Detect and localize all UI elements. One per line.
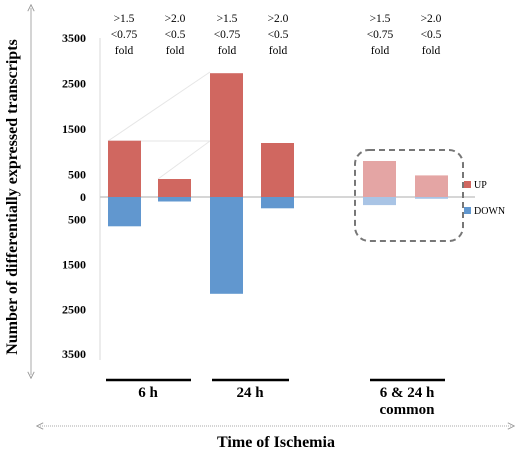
- bar-down: [108, 197, 141, 227]
- y-tick-label: 0: [80, 190, 86, 204]
- x-axis-title: Time of Ischemia: [217, 434, 335, 451]
- y-tick-label: 1500: [62, 257, 86, 271]
- threshold-label: fold: [422, 45, 441, 57]
- bar-up: [261, 143, 294, 197]
- threshold-label: fold: [269, 45, 288, 57]
- connector-line: [157, 140, 211, 180]
- group-label-common: 6 & 24 h: [380, 385, 435, 401]
- bar-down: [415, 197, 448, 199]
- threshold-label: >1.5: [217, 13, 238, 25]
- bar-up: [108, 140, 141, 197]
- y-tick-label: 3500: [62, 347, 86, 361]
- legend-label-up: UP: [474, 180, 487, 191]
- legend-swatch-down: [464, 207, 471, 214]
- threshold-label: fold: [115, 45, 134, 57]
- y-tick-label: 3500: [62, 31, 86, 45]
- bar-up: [415, 175, 448, 197]
- threshold-label: >1.5: [370, 13, 391, 25]
- bar-down: [158, 197, 191, 202]
- threshold-label: fold: [166, 45, 185, 57]
- threshold-label: <0.75: [111, 29, 138, 41]
- legend-label-down: DOWN: [474, 206, 505, 217]
- threshold-label: <0.75: [214, 29, 241, 41]
- threshold-label: >1.5: [114, 13, 135, 25]
- bar-up: [363, 161, 396, 197]
- threshold-label: >2.0: [421, 13, 442, 25]
- common-highlight-box: [354, 149, 464, 242]
- threshold-label: <0.5: [165, 29, 186, 41]
- bar-down: [363, 197, 396, 206]
- threshold-label: <0.5: [268, 29, 289, 41]
- threshold-label: <0.5: [421, 29, 442, 41]
- threshold-label: >2.0: [268, 13, 289, 25]
- y-tick-label: 500: [68, 212, 86, 226]
- legend-swatch-up: [464, 181, 471, 188]
- y-tick-label: 2500: [62, 76, 86, 90]
- bar-down: [261, 197, 294, 209]
- bar-down: [210, 197, 243, 294]
- threshold-label: fold: [371, 45, 390, 57]
- threshold-label: >2.0: [165, 13, 186, 25]
- bar-up: [158, 179, 191, 197]
- group-label-24h: 24 h: [236, 385, 264, 401]
- bar-up: [210, 73, 243, 197]
- group-label-common-line2: common: [380, 402, 436, 418]
- y-tick-label: 1500: [62, 122, 86, 136]
- group-label-6h: 6 h: [138, 385, 158, 401]
- threshold-label: <0.75: [367, 29, 394, 41]
- y-axis-title: Number of differentially expressed trans…: [4, 39, 21, 355]
- y-tick-label: 2500: [62, 302, 86, 316]
- connector-line: [107, 71, 211, 142]
- y-tick-label: 500: [68, 167, 86, 181]
- threshold-label: fold: [218, 45, 237, 57]
